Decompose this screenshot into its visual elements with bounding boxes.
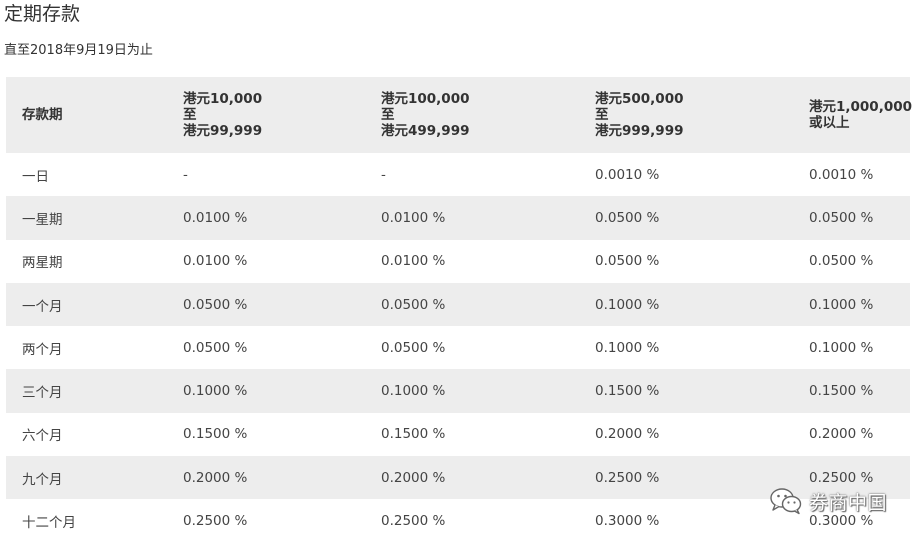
as-of-date: 直至2018年9月19日为止: [4, 43, 153, 58]
rate-cell: 0.1000 %: [595, 296, 660, 313]
rate-cell: 0.1000 %: [809, 339, 874, 356]
rate-cell: 0.3000 %: [595, 513, 660, 530]
rate-cell: 0.1500 %: [183, 426, 248, 443]
term-cell: 一星期: [22, 211, 63, 228]
rate-cell: 0.1500 %: [809, 383, 874, 400]
rate-cell: 0.2000 %: [183, 469, 248, 486]
table-row: 六个月 0.1500 % 0.1500 % 0.2000 % 0.2000 %: [6, 413, 910, 456]
rate-cell: 0.0500 %: [809, 209, 874, 226]
table-row: 两星期 0.0100 % 0.0100 % 0.0500 % 0.0500 %: [6, 240, 910, 283]
table-row: 一日 - - 0.0010 % 0.0010 %: [6, 153, 910, 196]
rate-cell: 0.2000 %: [809, 426, 874, 443]
rate-cell: 0.0100 %: [183, 253, 248, 270]
rate-cell: 0.0010 %: [595, 166, 660, 183]
rate-cell: 0.0100 %: [183, 209, 248, 226]
page-title: 定期存款: [4, 3, 81, 25]
header-tier-2: 港元100,000 至 港元499,999: [381, 91, 470, 139]
wechat-icon: [770, 488, 802, 515]
rate-cell: 0.0100 %: [381, 253, 446, 270]
rate-cell: 0.1500 %: [595, 383, 660, 400]
rate-cell: 0.0500 %: [809, 253, 874, 270]
rate-cell: 0.1500 %: [381, 426, 446, 443]
rate-cell: 0.0500 %: [381, 339, 446, 356]
term-cell: 九个月: [22, 471, 63, 488]
rate-cell: 0.2500 %: [183, 513, 248, 530]
watermark: 券商中国: [769, 487, 887, 515]
time-deposit-rates-table: 存款期 港元10,000 至 港元99,999 港元100,000 至 港元49…: [6, 77, 913, 543]
rate-cell: 0.2500 %: [809, 469, 874, 486]
rate-cell: 0.1000 %: [595, 339, 660, 356]
term-cell: 一个月: [22, 298, 63, 315]
rate-cell: 0.3000 %: [809, 513, 874, 530]
rate-cell: 0.0500 %: [595, 209, 660, 226]
header-tier-1: 港元10,000 至 港元99,999: [183, 91, 263, 139]
rate-cell: 0.2000 %: [381, 469, 446, 486]
rate-cell: 0.0500 %: [595, 253, 660, 270]
table-row: 一星期 0.0100 % 0.0100 % 0.0500 % 0.0500 %: [6, 196, 910, 240]
rate-cell: 0.1000 %: [183, 383, 248, 400]
rate-cell: 0.1000 %: [809, 296, 874, 313]
rate-cell: 0.2500 %: [595, 469, 660, 486]
table-header-row: 存款期 港元10,000 至 港元99,999 港元100,000 至 港元49…: [6, 77, 913, 153]
term-cell: 两星期: [22, 255, 63, 272]
rate-cell: 0.0100 %: [381, 209, 446, 226]
rate-cell: 0.0500 %: [381, 296, 446, 313]
header-tier-3: 港元500,000 至 港元999,999: [595, 91, 684, 139]
table-row: 三个月 0.1000 % 0.1000 % 0.1500 % 0.1500 %: [6, 369, 910, 413]
term-cell: 十二个月: [22, 515, 76, 532]
rate-cell: 0.2500 %: [381, 513, 446, 530]
table-row: 十二个月 0.2500 % 0.2500 % 0.3000 % 0.3000 %: [6, 499, 910, 542]
rate-cell: 0.0500 %: [183, 339, 248, 356]
table-row: 九个月 0.2000 % 0.2000 % 0.2500 % 0.2500 %: [6, 456, 910, 500]
watermark-text: 券商中国: [808, 491, 887, 514]
rate-cell: -: [183, 166, 188, 183]
term-cell: 六个月: [22, 428, 63, 445]
term-cell: 三个月: [22, 385, 63, 402]
table-row: 一个月 0.0500 % 0.0500 % 0.1000 % 0.1000 %: [6, 282, 910, 327]
term-cell: 两个月: [22, 341, 63, 358]
header-tier-4: 港元1,000,000 或以上: [809, 99, 913, 131]
rate-cell: 0.0010 %: [809, 166, 874, 183]
header-term: 存款期: [22, 107, 63, 123]
rate-cell: -: [381, 166, 386, 183]
table-row: 两个月 0.0500 % 0.0500 % 0.1000 % 0.1000 %: [6, 326, 910, 369]
rate-cell: 0.0500 %: [183, 296, 248, 313]
rate-cell: 0.2000 %: [595, 426, 660, 443]
term-cell: 一日: [22, 168, 49, 185]
rate-cell: 0.1000 %: [381, 383, 446, 400]
